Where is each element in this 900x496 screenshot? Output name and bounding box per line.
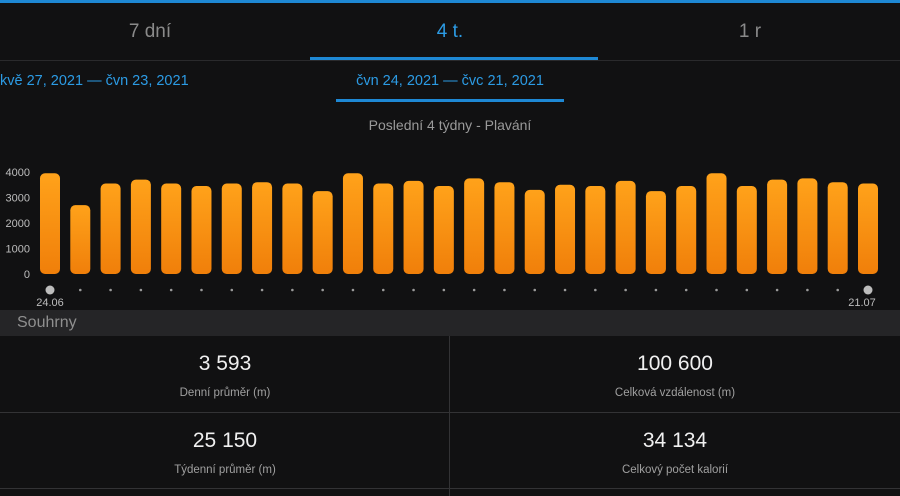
summary-total-calories: 34 134 Celkový počet kalorií xyxy=(450,413,900,489)
tab-4-weeks[interactable]: 4 t. xyxy=(300,3,600,60)
x-axis-dot xyxy=(291,288,294,292)
summary-horizontal-divider xyxy=(0,412,900,413)
bar[interactable] xyxy=(433,186,454,274)
x-axis-dot xyxy=(230,288,234,292)
x-axis-dot xyxy=(472,288,476,292)
x-axis-dot xyxy=(442,288,446,292)
bar[interactable] xyxy=(524,189,545,274)
y-tick-label: 1000 xyxy=(6,244,30,256)
x-tick-label-start: 24.06 xyxy=(36,297,64,309)
previous-range[interactable]: kvě 27, 2021 — čvn 23, 2021 xyxy=(0,73,189,89)
top-accent-line xyxy=(0,0,900,3)
x-axis-dot xyxy=(321,288,324,292)
current-range[interactable]: čvn 24, 2021 — čvc 21, 2021 xyxy=(356,73,544,89)
x-axis-dot xyxy=(169,288,173,292)
bar[interactable] xyxy=(252,182,273,274)
bar[interactable] xyxy=(555,184,576,274)
bar[interactable] xyxy=(797,178,818,274)
summary-value: 34 134 xyxy=(642,429,708,452)
x-axis-dot xyxy=(200,288,203,292)
x-axis-dot xyxy=(624,288,627,292)
x-axis-dot xyxy=(78,288,82,292)
bar[interactable] xyxy=(312,191,333,274)
bar[interactable] xyxy=(767,179,788,274)
x-axis-dot xyxy=(351,288,355,292)
bar[interactable] xyxy=(40,173,60,274)
summary-label: Denní průměr (m) xyxy=(179,387,271,399)
bar-chart: 0 1000 2000 3000 4000 24.06 21.07 xyxy=(6,167,878,309)
y-tick-label: 4000 xyxy=(6,167,30,179)
x-axis-dot xyxy=(109,288,112,292)
summary-weekly-average: 25 150 Týdenní průměr (m) xyxy=(0,413,450,489)
y-tick-label: 2000 xyxy=(6,218,30,230)
x-axis-dot xyxy=(745,288,749,292)
bar[interactable] xyxy=(464,178,485,274)
bar[interactable] xyxy=(191,186,212,274)
bar[interactable] xyxy=(221,183,242,274)
bar[interactable] xyxy=(161,183,182,274)
summary-value: 25 150 xyxy=(192,429,258,452)
x-axis-dot xyxy=(836,288,840,292)
bar[interactable] xyxy=(342,173,363,274)
x-axis-endpoint-marker xyxy=(45,285,55,295)
x-axis-dot xyxy=(563,288,567,292)
y-tick-label: 0 xyxy=(24,269,30,281)
x-axis-dot xyxy=(806,288,809,292)
summary-label: Týdenní průměr (m) xyxy=(174,464,276,476)
tabs-divider xyxy=(0,60,900,61)
x-axis-endpoint-marker xyxy=(863,285,873,295)
bar[interactable] xyxy=(373,183,394,274)
y-tick-label: 3000 xyxy=(6,193,30,205)
x-axis-dot xyxy=(412,288,415,292)
summary-value: 3 593 xyxy=(198,352,252,375)
chart-title: Poslední 4 týdny - Plavání xyxy=(368,117,532,133)
bar[interactable] xyxy=(100,183,121,274)
tab-7-days[interactable]: 7 dní xyxy=(128,20,172,42)
x-axis-dot xyxy=(381,288,385,292)
bar[interactable] xyxy=(282,183,303,274)
period-tabs: 7 dní 4 t. 1 r xyxy=(0,3,900,60)
summary-daily-average: 3 593 Denní průměr (m) xyxy=(0,336,450,412)
summary-vertical-divider xyxy=(449,336,450,496)
x-axis-dot xyxy=(775,288,779,292)
summary-bottom-divider xyxy=(0,488,900,489)
bar[interactable] xyxy=(130,179,151,274)
summary-label: Celkový počet kalorií xyxy=(621,464,729,476)
summary-header: Souhrny xyxy=(0,310,900,336)
x-axis-dot xyxy=(533,288,537,292)
bar[interactable] xyxy=(676,186,697,274)
current-range-underline xyxy=(336,99,564,102)
x-axis-dot xyxy=(684,288,688,292)
bar[interactable] xyxy=(585,186,606,274)
x-axis-dot xyxy=(139,288,143,292)
tab-1-year[interactable]: 1 r xyxy=(738,20,762,42)
bar[interactable] xyxy=(494,182,515,274)
summary-value: 100 600 xyxy=(637,352,713,375)
bar[interactable] xyxy=(70,205,91,274)
x-axis-dot xyxy=(654,288,658,292)
bar[interactable] xyxy=(736,186,757,274)
bar[interactable] xyxy=(403,180,424,274)
summary-grid: 3 593 Denní průměr (m) 100 600 Celková v… xyxy=(0,336,900,496)
bar[interactable] xyxy=(827,182,848,274)
summary-label: Celková vzdálenost (m) xyxy=(614,387,736,399)
x-axis-dot xyxy=(503,288,506,292)
bar[interactable] xyxy=(706,173,727,274)
x-axis-dot xyxy=(715,288,718,292)
bar[interactable] xyxy=(615,180,636,274)
x-tick-label-end: 21.07 xyxy=(848,297,876,309)
bar[interactable] xyxy=(645,191,666,274)
bar[interactable] xyxy=(858,183,878,274)
x-axis-dot xyxy=(260,288,264,292)
summary-total-distance: 100 600 Celková vzdálenost (m) xyxy=(450,336,900,412)
x-axis-dot xyxy=(594,288,597,292)
